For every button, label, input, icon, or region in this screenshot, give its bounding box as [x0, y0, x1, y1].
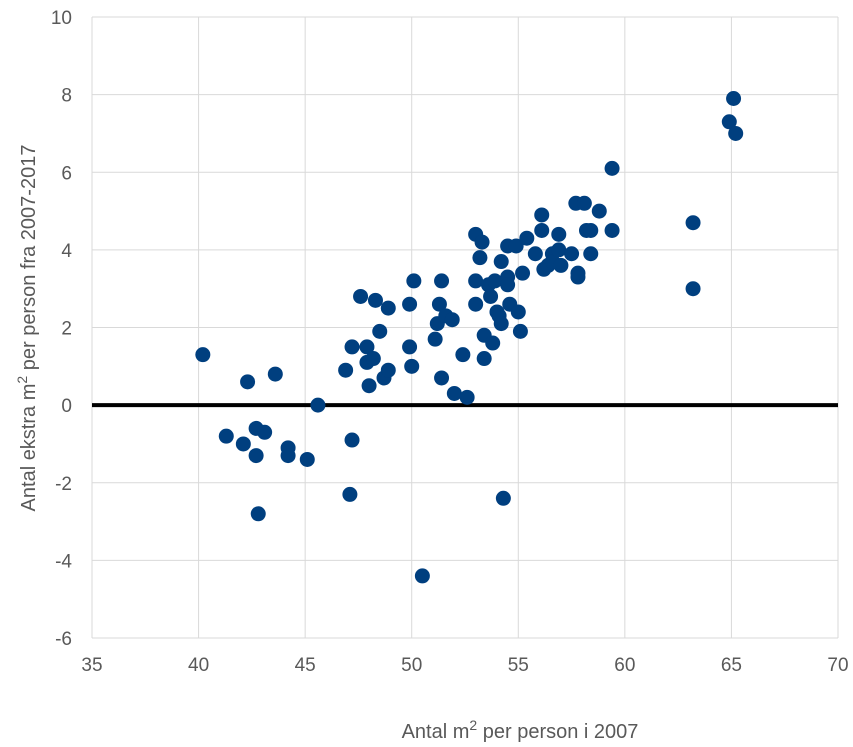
data-point-87: [604, 222, 620, 238]
data-point-57: [495, 490, 511, 506]
data-point-67: [527, 246, 543, 262]
data-point-41: [459, 389, 475, 405]
data-point-32: [427, 331, 443, 347]
data-point-52: [487, 273, 503, 289]
data-point-10: [280, 448, 296, 464]
data-point-60: [500, 277, 516, 293]
data-point-34: [431, 296, 447, 312]
data-point-66: [519, 230, 535, 246]
data-point-39: [446, 385, 462, 401]
y-tick-label-0: -6: [55, 629, 72, 650]
data-point-28: [402, 296, 418, 312]
data-point-43: [468, 273, 484, 289]
data-point-69: [534, 222, 550, 238]
data-point-85: [591, 203, 607, 219]
data-points: [195, 91, 744, 584]
y-tick-label-1: -4: [55, 551, 72, 572]
data-point-3: [240, 374, 256, 390]
data-point-86: [604, 160, 620, 176]
data-point-46: [474, 234, 490, 250]
data-point-45: [472, 250, 488, 266]
x-tick-label-2: 45: [295, 655, 316, 676]
data-point-92: [728, 125, 744, 141]
y-tick-label-7: 8: [61, 86, 72, 107]
x-tick-label-4: 55: [508, 655, 529, 676]
data-point-83: [583, 222, 599, 238]
data-point-36: [434, 370, 450, 386]
y-tick-labels: -6 -4 -2 0 2 4 6 8 10: [51, 8, 73, 650]
data-point-88: [685, 215, 701, 231]
y-axis-title: Antal ekstra m2 per person fra 2007-2017: [14, 145, 40, 512]
x-tick-label-0: 35: [81, 655, 102, 676]
data-point-35: [434, 273, 450, 289]
data-point-27: [402, 339, 418, 355]
data-point-76: [553, 257, 569, 273]
x-tick-label-6: 65: [721, 655, 742, 676]
data-point-23: [372, 323, 388, 339]
data-point-25: [380, 300, 396, 316]
data-point-51: [485, 335, 501, 351]
data-point-17: [353, 288, 369, 304]
data-point-5: [248, 448, 264, 464]
data-point-0: [195, 347, 211, 363]
data-point-11: [299, 451, 315, 467]
data-point-55: [493, 254, 509, 270]
data-point-65: [515, 265, 531, 281]
data-point-21: [365, 351, 381, 367]
gridlines: [91, 16, 839, 639]
x-tick-labels: 35 40 45 50 55 60 65 70: [81, 655, 848, 676]
data-point-38: [444, 312, 460, 328]
data-point-63: [510, 304, 526, 320]
data-point-18: [359, 339, 375, 355]
data-point-1: [218, 428, 234, 444]
data-point-44: [468, 296, 484, 312]
data-point-84: [583, 246, 599, 262]
y-tick-label-8: 10: [51, 8, 72, 29]
data-point-90: [721, 114, 737, 130]
data-point-26: [380, 362, 396, 378]
y-tick-label-6: 6: [61, 163, 72, 184]
data-point-14: [342, 486, 358, 502]
data-point-48: [476, 351, 492, 367]
x-tick-label-3: 50: [401, 655, 422, 676]
y-tick-label-3: 0: [61, 396, 72, 417]
data-point-15: [344, 339, 360, 355]
data-point-12: [310, 397, 326, 413]
data-point-81: [576, 195, 592, 211]
data-point-6: [250, 506, 266, 522]
data-point-30: [406, 273, 422, 289]
data-point-89: [685, 281, 701, 297]
data-point-77: [564, 246, 580, 262]
data-point-13: [338, 362, 354, 378]
data-point-56: [493, 316, 509, 332]
x-tick-label-5: 60: [614, 655, 635, 676]
data-point-91: [726, 91, 742, 107]
data-point-50: [483, 288, 499, 304]
data-point-74: [551, 242, 567, 258]
data-point-22: [367, 292, 383, 308]
x-tick-label-7: 70: [827, 655, 848, 676]
data-point-20: [361, 378, 377, 394]
data-point-68: [534, 207, 550, 223]
data-point-2: [235, 436, 251, 452]
data-point-29: [404, 358, 420, 374]
data-point-40: [455, 347, 471, 363]
y-tick-label-4: 2: [61, 319, 72, 340]
data-point-8: [267, 366, 283, 382]
data-point-16: [344, 432, 360, 448]
data-point-75: [551, 226, 567, 242]
data-point-62: [508, 238, 524, 254]
y-tick-label-5: 4: [61, 241, 72, 262]
x-tick-label-1: 40: [188, 655, 209, 676]
data-point-64: [512, 323, 528, 339]
y-tick-label-2: -2: [55, 474, 72, 495]
x-axis-title: Antal m2 per person i 2007: [402, 717, 639, 743]
data-point-80: [570, 269, 586, 285]
data-point-31: [414, 568, 430, 584]
data-point-7: [257, 424, 273, 440]
